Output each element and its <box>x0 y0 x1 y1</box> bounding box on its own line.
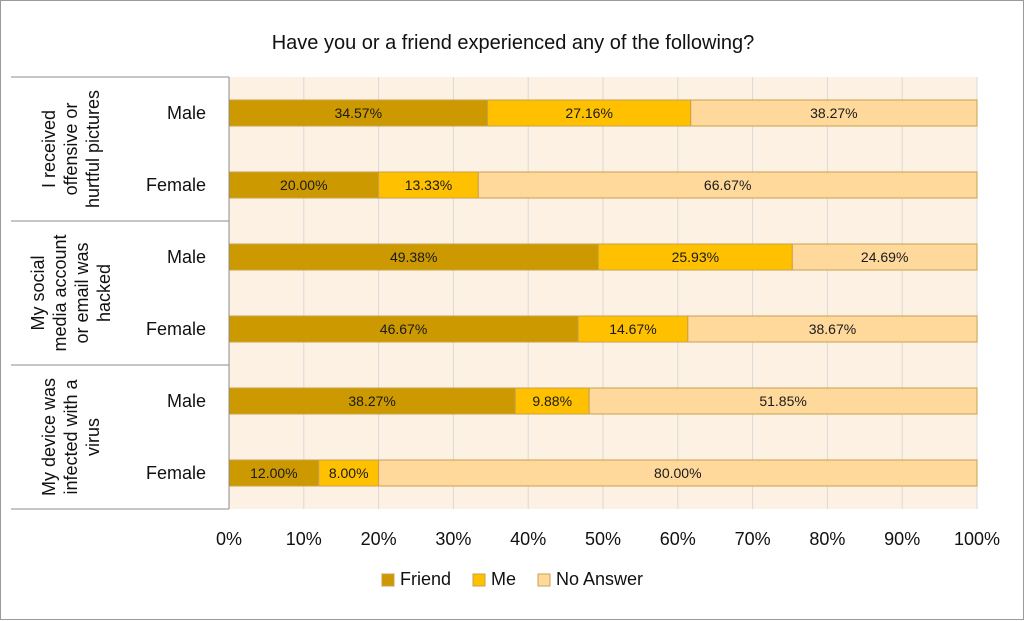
x-tick-label: 90% <box>884 529 920 549</box>
data-label: 51.85% <box>759 393 806 409</box>
axes: 0% 10% 20% 30% 40% 50% 60% 70% 80% 90% 100% <box>11 76 1000 549</box>
x-tick-label: 30% <box>435 529 471 549</box>
bar-segment <box>228 387 516 415</box>
x-tick-label: 50% <box>585 529 621 549</box>
group-label-line: hacked <box>94 264 114 322</box>
bar-segment <box>378 459 978 487</box>
bar-segment <box>477 171 978 199</box>
group-label-line: I received <box>39 110 59 188</box>
group-label-line: media account <box>50 234 70 351</box>
data-label: 38.67% <box>809 321 856 337</box>
bar-segment <box>378 171 479 199</box>
x-tick-label: 40% <box>510 529 546 549</box>
category-axis: Male Female Male Female Male Female I received… <box>28 90 206 496</box>
data-label: 24.69% <box>861 249 908 265</box>
x-tick-label: 70% <box>735 529 771 549</box>
data-label: 8.00% <box>329 465 369 481</box>
group-label-line: My device was <box>39 378 59 496</box>
data-label: 38.27% <box>348 393 395 409</box>
gridlines <box>228 77 978 509</box>
bar-segment <box>228 315 579 343</box>
bars: 34.57% 27.16% 38.27% 20.00% 13.33% 66.67% 49.3… <box>228 99 978 487</box>
chart-title: Have you or a friend experienced any of … <box>272 32 755 54</box>
category-label: Female <box>146 463 206 483</box>
bar-segment <box>687 315 978 343</box>
data-label: 14.67% <box>609 321 656 337</box>
x-tick-label: 10% <box>286 529 322 549</box>
category-label: Male <box>167 103 206 123</box>
bar-segment <box>577 315 689 343</box>
group-label-line: hurtful pictures <box>83 90 103 208</box>
category-label: Female <box>146 175 206 195</box>
legend-swatch <box>381 573 395 587</box>
x-tick-label: 0% <box>216 529 242 549</box>
legend-label: No Answer <box>556 569 643 589</box>
group-label-line: offensive or <box>61 103 81 196</box>
legend: Friend Me No Answer <box>381 569 643 589</box>
legend-swatch <box>537 573 551 587</box>
legend-label: Me <box>491 569 516 589</box>
data-label: 25.93% <box>672 249 719 265</box>
data-label: 49.38% <box>390 249 437 265</box>
bar-segment <box>487 99 692 127</box>
legend-swatch <box>472 573 486 587</box>
group-label: I received offensive or hurtful pictures <box>39 90 103 208</box>
data-label: 66.67% <box>704 177 751 193</box>
group-label-line: or email was <box>72 242 92 343</box>
category-label: Male <box>167 391 206 411</box>
data-label: 27.16% <box>565 105 612 121</box>
group-label-line: virus <box>83 418 103 456</box>
bar-segment <box>228 171 380 199</box>
x-tick-label: 60% <box>660 529 696 549</box>
x-tick-label: 100% <box>954 529 1000 549</box>
category-label: Male <box>167 247 206 267</box>
group-label-line: My social <box>28 255 48 330</box>
bar-segment <box>588 387 978 415</box>
data-label: 20.00% <box>280 177 327 193</box>
data-label: 46.67% <box>380 321 427 337</box>
bar-segment <box>228 243 599 271</box>
x-tick-label: 80% <box>809 529 845 549</box>
bar-segment <box>791 243 978 271</box>
bar-segment <box>597 243 793 271</box>
data-label: 80.00% <box>654 465 701 481</box>
group-label: My device was infected with a virus <box>39 378 103 496</box>
data-label: 12.00% <box>250 465 297 481</box>
data-label: 38.27% <box>810 105 857 121</box>
data-label: 34.57% <box>335 105 382 121</box>
data-label: 9.88% <box>532 393 572 409</box>
x-tick-label: 20% <box>361 529 397 549</box>
legend-label: Friend <box>400 569 451 589</box>
bar-segment <box>690 99 978 127</box>
group-label: My social media account or email was hacked <box>28 234 114 351</box>
category-label: Female <box>146 319 206 339</box>
group-label-line: infected with a <box>61 378 81 494</box>
data-label: 13.33% <box>405 177 452 193</box>
bar-segment <box>228 459 320 487</box>
